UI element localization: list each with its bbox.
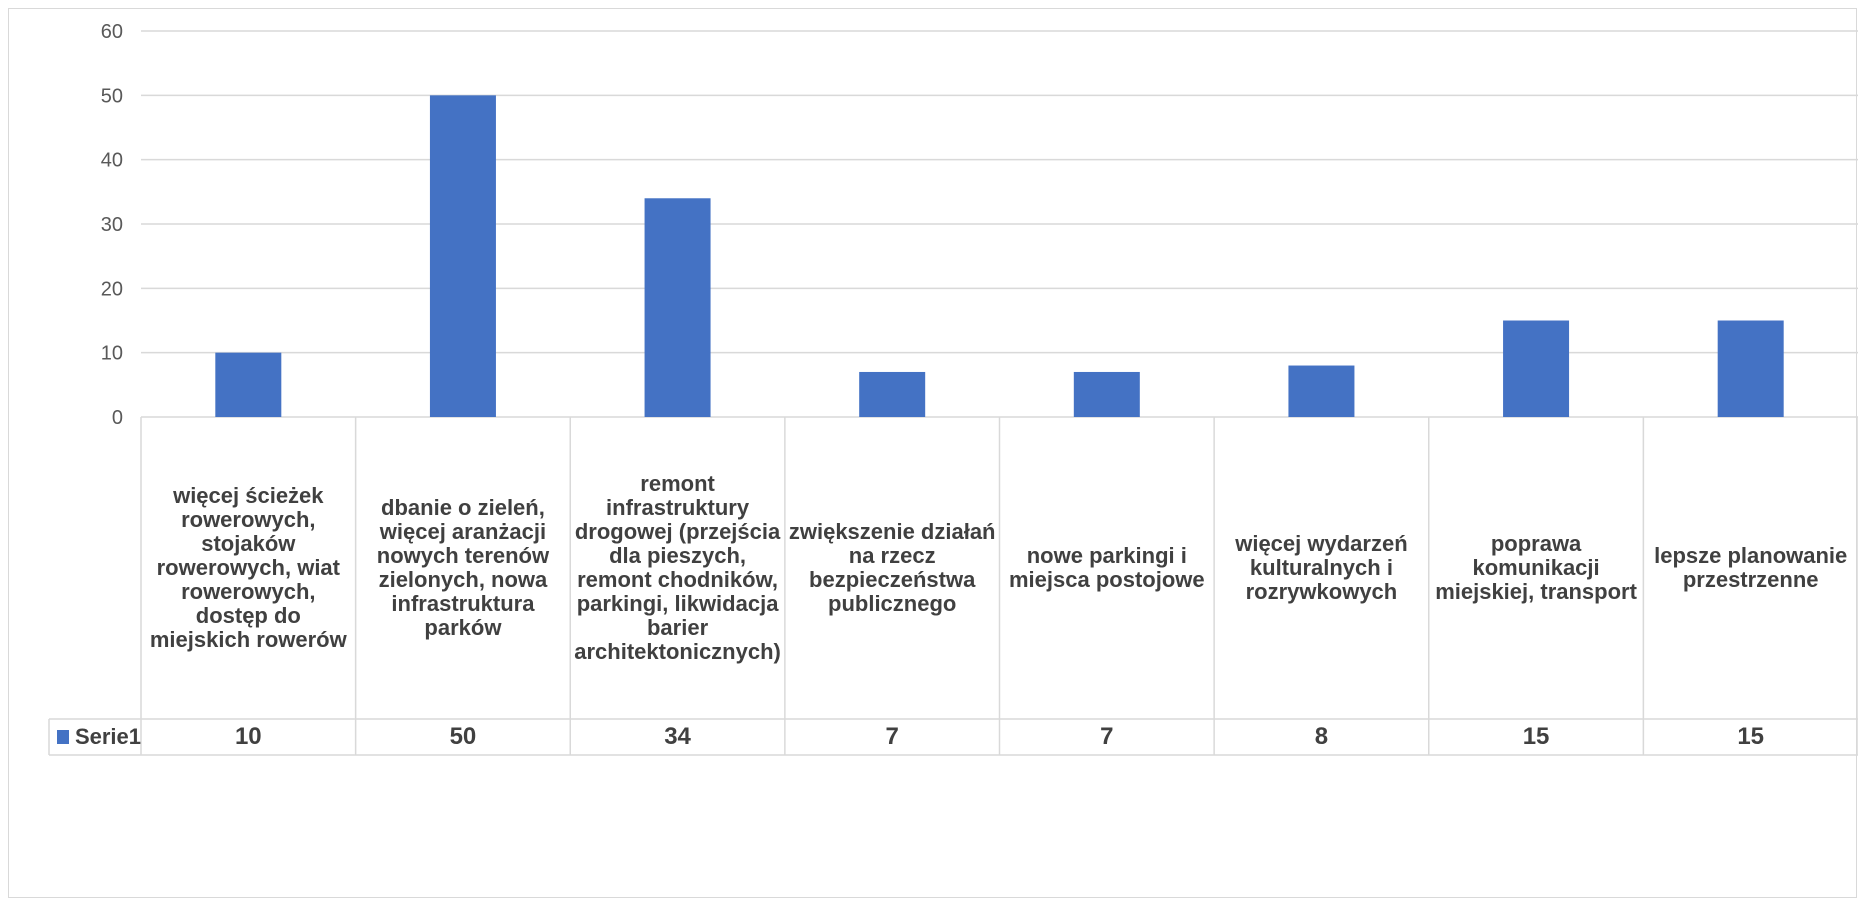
y-tick-label: 30 — [101, 214, 123, 236]
category-label: zwiększenie działań na rzecz bezpieczeńs… — [788, 519, 996, 616]
data-table-value: 15 — [1522, 723, 1550, 750]
data-table-value: 7 — [1100, 723, 1114, 750]
category-label: więcej ścieżek rowerowych, stojaków rowe… — [149, 483, 347, 652]
category-label: poprawa komunikacji miejskiej, transport — [1435, 531, 1637, 604]
category-label: remont infrastruktury drogowej (przejści… — [574, 471, 781, 664]
legend-key — [57, 730, 69, 744]
y-tick-label: 20 — [101, 278, 123, 300]
bar-chart: 0 10 20 30 40 50 60 — [48, 21, 1858, 756]
data-table-value: 8 — [1314, 723, 1329, 750]
bar — [859, 371, 926, 417]
category-label: dbanie o zieleń, więcej aranżacji nowych… — [376, 495, 550, 640]
y-tick-label: 60 — [101, 21, 123, 43]
y-axis-ticks: 0 10 20 30 40 50 60 — [101, 21, 123, 429]
y-tick-label: 40 — [101, 150, 123, 172]
data-table-value: 15 — [1737, 723, 1765, 750]
category-label: lepsze planowanie przestrzenne — [1654, 543, 1848, 592]
gridlines — [141, 30, 1858, 418]
bars — [215, 95, 1784, 417]
bar — [1288, 365, 1355, 417]
y-tick-label: 0 — [112, 407, 123, 429]
category-label: nowe parkingi i miejsca postojowe — [1009, 543, 1205, 592]
legend-entry: Serie1 — [49, 719, 141, 755]
data-table-lines — [48, 417, 1858, 756]
y-tick-label: 10 — [101, 343, 123, 365]
data-table-value: 10 — [234, 723, 262, 750]
bar — [1073, 371, 1140, 417]
category-label: więcej wydarzeń kulturalnych i rozrywkow… — [1235, 531, 1408, 604]
y-tick-label: 50 — [101, 85, 123, 107]
legend-label: Serie1 — [74, 724, 141, 749]
bar — [429, 95, 496, 417]
bar — [1503, 320, 1570, 417]
bar — [644, 198, 711, 417]
data-table-value: 50 — [449, 723, 477, 750]
bar — [1717, 320, 1784, 417]
bar — [215, 352, 282, 417]
chart-frame: 0 10 20 30 40 50 60 więcej ścieżek rowerowych,… — [8, 8, 1858, 898]
data-table-value: 7 — [885, 723, 899, 750]
data-table-value: 34 — [664, 723, 691, 750]
